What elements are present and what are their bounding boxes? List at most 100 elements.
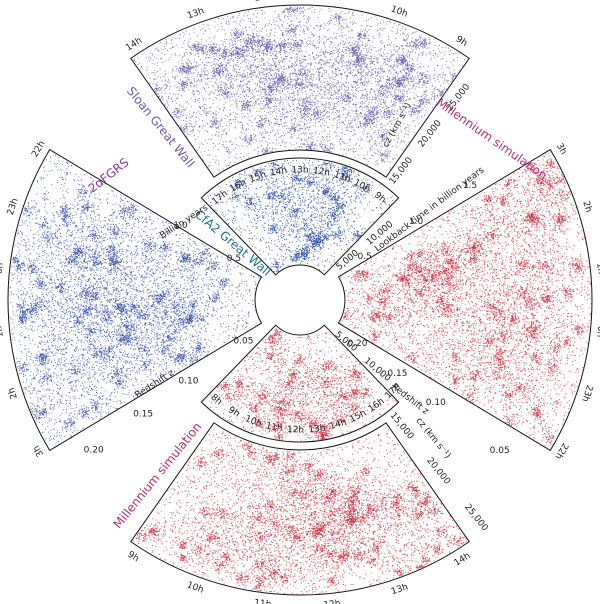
galaxy-dot <box>333 62 335 64</box>
galaxy-dot <box>238 30 240 32</box>
galaxy-dot <box>224 38 226 40</box>
galaxy-dot <box>314 12 315 14</box>
galaxy-dot <box>348 111 350 113</box>
galaxy-dot <box>281 57 282 58</box>
galaxy-dot <box>329 103 331 105</box>
galaxy-dot <box>259 55 260 57</box>
galaxy-dot <box>288 41 290 43</box>
galaxy-dot <box>248 10 249 12</box>
galaxy-dot <box>314 46 316 48</box>
galaxy-dot <box>376 68 378 70</box>
galaxy-dot <box>199 113 201 115</box>
galaxy-dot <box>438 75 440 77</box>
galaxy-dot <box>382 72 384 74</box>
galaxy-dot <box>307 142 308 144</box>
galaxy-dot <box>393 77 395 79</box>
galaxy-dot <box>230 39 232 41</box>
galaxy-dot <box>309 62 311 64</box>
galaxy-dot <box>331 143 333 145</box>
galaxy-dot <box>232 37 234 39</box>
galaxy-dot <box>236 72 237 73</box>
galaxy-dot <box>311 84 313 86</box>
galaxy-dot <box>300 84 302 86</box>
galaxy-dot <box>415 47 416 49</box>
galaxy-dot <box>203 104 205 106</box>
galaxy-dot <box>279 100 281 102</box>
galaxy-dot <box>341 61 343 63</box>
galaxy-dot <box>389 21 390 23</box>
galaxy-dot <box>290 99 292 101</box>
galaxy-dot <box>295 109 297 111</box>
galaxy-dot <box>357 91 359 92</box>
galaxy-dot <box>400 76 402 78</box>
galaxy-dot <box>373 61 375 62</box>
galaxy-dot <box>230 78 232 80</box>
galaxy-dot <box>391 100 392 102</box>
galaxy-dot <box>284 65 286 67</box>
galaxy-dot <box>401 45 402 47</box>
galaxy-dot <box>343 27 345 29</box>
galaxy-dot <box>366 154 368 156</box>
galaxy-dot <box>375 50 377 52</box>
galaxy-dot <box>350 83 352 85</box>
galaxy-dot <box>245 134 247 136</box>
galaxy-dot <box>272 147 274 149</box>
galaxy-dot <box>241 59 243 61</box>
galaxy-dot <box>293 113 295 115</box>
galaxy-dot <box>238 54 240 56</box>
galaxy-dot <box>205 70 207 72</box>
galaxy-dot <box>448 47 450 49</box>
galaxy-dot <box>295 87 297 88</box>
galaxy-dot <box>295 65 297 67</box>
galaxy-dot <box>389 121 391 123</box>
galaxy-dot <box>392 54 393 56</box>
galaxy-dot <box>294 117 296 119</box>
galaxy-dot <box>187 70 189 72</box>
galaxy-dot <box>302 113 304 115</box>
galaxy-dot <box>214 113 216 115</box>
galaxy-dot <box>332 81 334 83</box>
galaxy-dot <box>213 37 215 39</box>
galaxy-dot <box>399 46 401 48</box>
galaxy-dot <box>348 113 350 115</box>
galaxy-dot <box>381 106 383 108</box>
galaxy-dot <box>259 50 261 52</box>
galaxy-dot <box>266 97 268 99</box>
galaxy-dot <box>407 63 409 65</box>
galaxy-dot <box>296 60 298 62</box>
galaxy-dot <box>275 100 277 102</box>
galaxy-dot <box>320 116 322 118</box>
galaxy-dot <box>229 114 231 116</box>
galaxy-dot <box>425 99 427 100</box>
galaxy-dot <box>192 90 194 92</box>
galaxy-dot <box>376 141 378 143</box>
galaxy-dot <box>241 80 243 82</box>
galaxy-dot <box>282 49 284 51</box>
galaxy-dot <box>257 94 259 96</box>
galaxy-dot <box>396 32 398 34</box>
galaxy-dot <box>282 112 283 114</box>
galaxy-dot <box>247 80 249 82</box>
galaxy-dot <box>271 70 273 72</box>
galaxy-dot <box>365 81 367 82</box>
galaxy-dot <box>406 45 408 47</box>
galaxy-dot <box>248 143 250 145</box>
galaxy-dot <box>274 64 276 66</box>
galaxy-dot <box>300 138 302 140</box>
galaxy-dot <box>310 95 312 97</box>
galaxy-dot <box>408 88 410 90</box>
galaxy-dot <box>207 49 209 51</box>
galaxy-dot <box>369 140 371 142</box>
galaxy-dot <box>392 96 394 97</box>
galaxy-dot <box>240 41 242 43</box>
galaxy-dot <box>279 123 281 125</box>
galaxy-dot <box>181 89 183 91</box>
galaxy-dot <box>412 80 414 82</box>
galaxy-dot <box>348 103 350 105</box>
galaxy-dot <box>333 105 335 107</box>
galaxy-dot <box>196 84 198 86</box>
galaxy-dot <box>271 150 273 152</box>
galaxy-dot <box>237 60 239 62</box>
galaxy-dot <box>345 153 347 154</box>
galaxy-dot <box>190 123 192 125</box>
